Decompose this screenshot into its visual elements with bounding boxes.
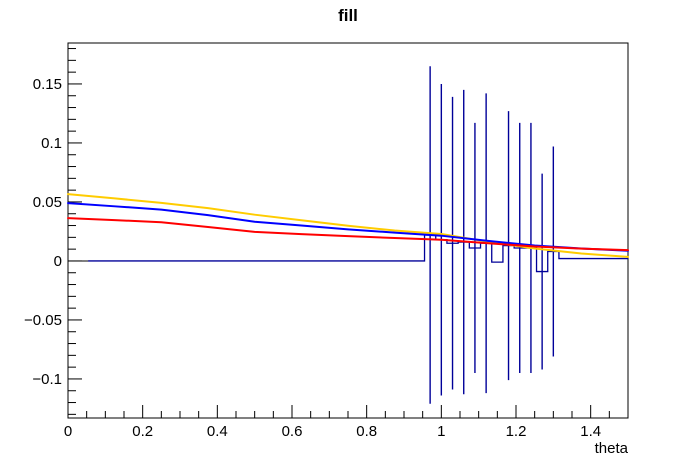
x-axis-title: theta [595, 440, 629, 457]
y-tick-label: −0.1 [32, 371, 62, 388]
x-tick-label: 0.2 [132, 423, 153, 440]
y-tick-label: −0.05 [24, 312, 62, 329]
y-tick-label: 0.15 [33, 76, 62, 93]
x-tick-label: 1.4 [580, 423, 601, 440]
plot-frame [67, 42, 629, 419]
y-tick-label: 0.05 [33, 194, 62, 211]
x-tick-label: 1.2 [506, 423, 527, 440]
y-tick-label: 0.1 [41, 135, 62, 152]
x-tick-label: 0.4 [207, 423, 228, 440]
curve-blue [67, 202, 629, 252]
plot-title: fill [338, 6, 358, 25]
y-tick-label: 0 [54, 253, 62, 270]
curve-yellow [67, 193, 629, 258]
plot-generated-content: 0 0.2 0.4 0.6 0.8 1 1.2 1.4 −0.1 −0.05 0 0.05 0.1 0.1… [24, 42, 629, 440]
x-tick-label: 0.8 [356, 423, 377, 440]
curve-red [67, 217, 629, 252]
x-tick-label: 0 [64, 423, 72, 440]
x-tick-label: 1 [437, 423, 445, 440]
fill-histogram [88, 234, 628, 273]
x-tick-label: 0.6 [282, 423, 303, 440]
